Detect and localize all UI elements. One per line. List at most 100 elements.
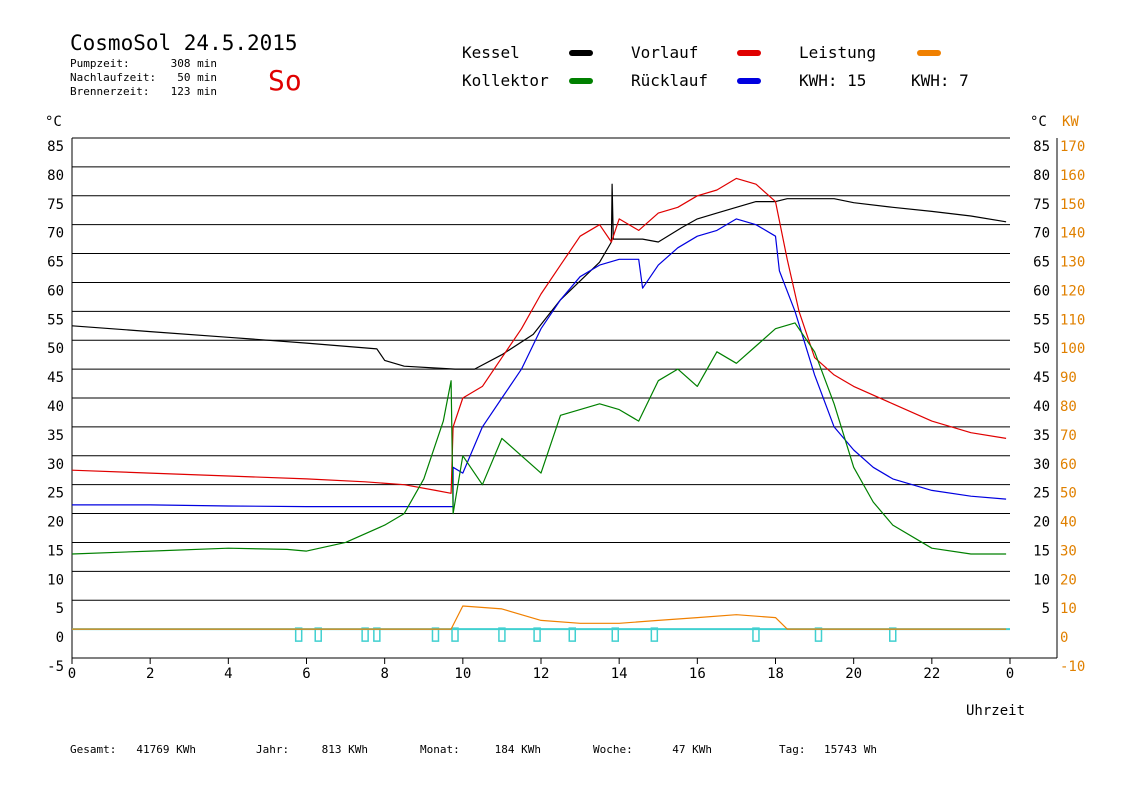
left-axis-ticks: -5 0 5 10 15 20 25 30 35 40 45 50 55 60 65 70 75 80 85 <box>47 139 64 675</box>
x-tick-label: 16 <box>689 666 706 682</box>
info-label: Nachlaufzeit: <box>70 71 156 84</box>
x-axis-ticks: 0 2 4 6 8 10 12 14 16 18 20 22 0 <box>68 658 1014 682</box>
summary-label: Monat: <box>420 743 460 756</box>
right-tick-label-kw: 170 <box>1060 139 1085 155</box>
right-tick-label-kw: 50 <box>1060 486 1077 502</box>
right-tick-label-kw: -10 <box>1060 659 1085 675</box>
info-label: Brennerzeit: <box>70 85 149 98</box>
legend-label: Kessel <box>462 43 520 62</box>
left-tick-label: 65 <box>47 255 64 271</box>
left-tick-label: 60 <box>47 283 64 299</box>
right-tick-label-kw: 30 <box>1060 543 1077 559</box>
right-tick-label-c: 45 <box>1033 370 1050 386</box>
right-tick-label-c: 80 <box>1033 168 1050 184</box>
right-tick-label-kw: 110 <box>1060 312 1085 328</box>
right-tick-label-kw: 0 <box>1060 630 1068 646</box>
kwh-total: KWH: 7 <box>911 71 969 90</box>
right-tick-label-kw: 150 <box>1060 197 1085 213</box>
right-tick-label-kw: 10 <box>1060 601 1077 617</box>
left-tick-label: -5 <box>47 659 64 675</box>
left-tick-label: 30 <box>47 457 64 473</box>
right-tick-label-c: 50 <box>1033 341 1050 357</box>
right-tick-label-c: 75 <box>1033 197 1050 213</box>
chart-title: CosmoSol 24.5.2015 <box>70 31 298 55</box>
pump-marker <box>752 627 760 642</box>
left-tick-label: 0 <box>56 630 64 646</box>
left-tick-label: 5 <box>56 601 64 617</box>
series-line <box>72 218 1007 508</box>
pump-marker <box>889 627 897 642</box>
series-line <box>71 183 1007 370</box>
left-tick-label: 85 <box>47 139 64 155</box>
left-tick-label: 10 <box>47 572 64 588</box>
summary-value: 184 KWh <box>495 743 541 756</box>
x-tick-label: 0 <box>68 666 76 682</box>
pump-marker <box>294 627 303 642</box>
right-tick-label-c: 10 <box>1033 572 1050 588</box>
left-tick-label: 50 <box>47 341 64 357</box>
right-tick-label-kw: 130 <box>1060 255 1085 271</box>
right-tick-label-kw: 160 <box>1060 168 1085 184</box>
left-tick-label: 35 <box>47 428 64 444</box>
right-tick-label-c: 85 <box>1033 139 1050 155</box>
pump-marker <box>451 627 459 642</box>
x-tick-label: 8 <box>380 666 388 682</box>
summary-value: 813 KWh <box>322 743 368 756</box>
left-tick-label: 45 <box>47 370 64 386</box>
x-tick-label: 12 <box>533 666 550 682</box>
summary-value: 47 KWh <box>672 743 712 756</box>
x-tick-label: 10 <box>454 666 471 682</box>
pump-marker <box>814 627 823 642</box>
right-tick-label-kw: 40 <box>1060 515 1077 531</box>
right-axis-ticks: 5 10 15 20 25 30 35 40 45 50 55 60 65 70 75 80 85 -10 0 10 2… <box>1033 139 1085 675</box>
energy-summary: Gesamt: 41769 KWh Jahr: 813 KWh Monat: 184 KW… <box>70 743 877 756</box>
series-line <box>71 322 1007 555</box>
summary-label: Tag: <box>779 743 806 756</box>
x-axis-label: Uhrzeit <box>966 703 1025 719</box>
right-axis-unit-c: °C <box>1030 114 1047 130</box>
series-line <box>72 605 1007 630</box>
pump-marker <box>498 627 506 642</box>
weekday-label: So <box>268 64 302 97</box>
right-tick-label-c: 65 <box>1033 255 1050 271</box>
right-tick-label-c: 60 <box>1033 283 1050 299</box>
header: CosmoSol 24.5.2015 So Pumpzeit: 308 min Na… <box>70 31 302 98</box>
x-tick-label: 6 <box>302 666 310 682</box>
left-tick-label: 25 <box>47 486 64 502</box>
pump-marker <box>611 627 620 642</box>
right-tick-label-c: 40 <box>1033 399 1050 415</box>
left-tick-label: 70 <box>47 226 64 242</box>
x-tick-label: 14 <box>611 666 628 682</box>
pump-marker <box>314 627 322 642</box>
right-tick-label-c: 15 <box>1033 543 1050 559</box>
pump-marker <box>373 627 381 642</box>
left-tick-label: 15 <box>47 543 64 559</box>
right-tick-label-c: 25 <box>1033 486 1050 502</box>
right-tick-label-c: 30 <box>1033 457 1050 473</box>
legend-label: Vorlauf <box>631 43 698 62</box>
x-tick-label: 18 <box>767 666 784 682</box>
legend-label: Kollektor <box>462 71 549 90</box>
pump-marker <box>533 627 541 642</box>
info-label: Pumpzeit: <box>70 57 130 70</box>
runtime-info: Pumpzeit: 308 min Nachlaufzeit: 50 min Brenn… <box>70 57 217 98</box>
x-tick-label: 4 <box>224 666 232 682</box>
right-tick-label-kw: 100 <box>1060 341 1085 357</box>
right-tick-label-kw: 20 <box>1060 572 1077 588</box>
summary-label: Woche: <box>593 743 633 756</box>
left-tick-label: 75 <box>47 197 64 213</box>
pump-marker <box>568 627 577 642</box>
pump-marker <box>650 627 659 642</box>
right-axis-unit-kw: KW <box>1062 114 1079 130</box>
right-tick-label-kw: 90 <box>1060 370 1077 386</box>
data-series <box>71 177 1007 630</box>
legend: Kessel Vorlauf Leistung Kollektor Rücklauf KW… <box>462 43 969 90</box>
summary-value: 15743 Wh <box>824 743 877 756</box>
right-tick-label-c: 5 <box>1042 601 1050 617</box>
summary-label: Jahr: <box>256 743 289 756</box>
grid <box>71 137 1058 659</box>
kwh-total: KWH: 15 <box>799 71 866 90</box>
right-tick-label-c: 70 <box>1033 226 1050 242</box>
pump-marker <box>361 627 369 642</box>
